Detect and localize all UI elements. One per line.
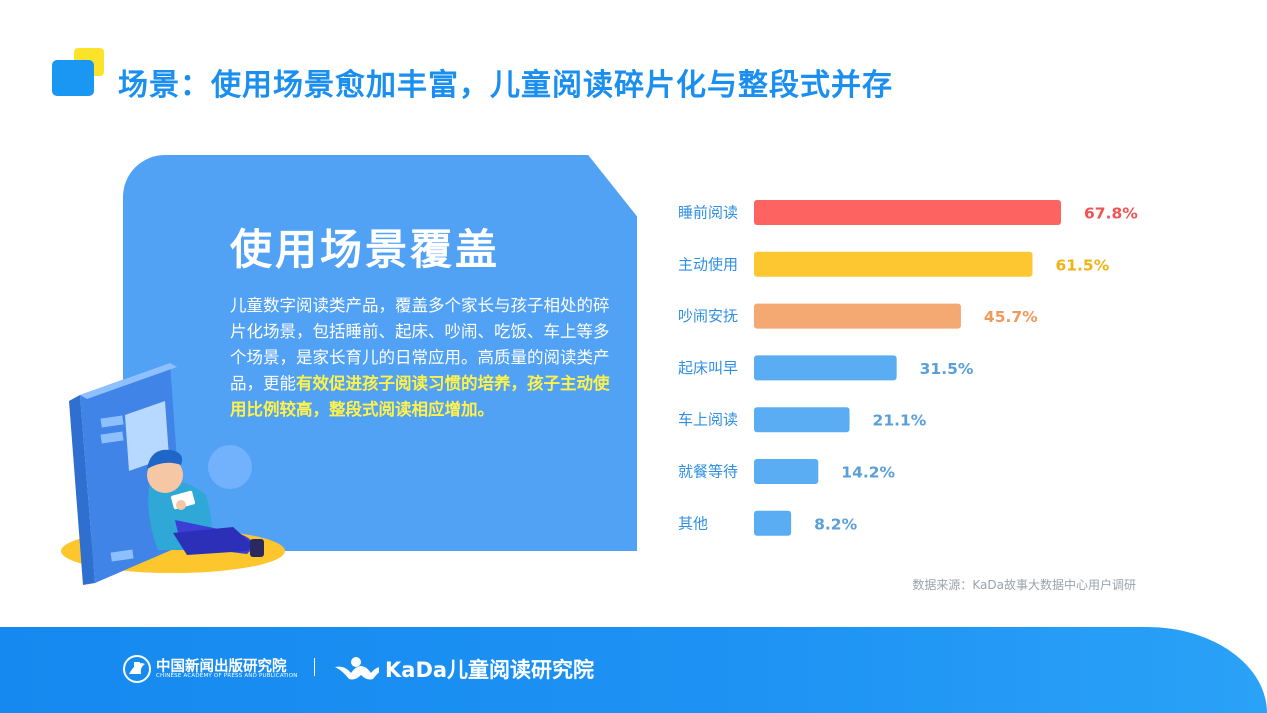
bar [754, 459, 819, 484]
value-label: 67.8% [1084, 205, 1138, 223]
value-label: 31.5% [920, 360, 974, 378]
bar [754, 510, 792, 536]
category-label: 就餐等待 [678, 463, 738, 481]
category-label: 其他 [678, 514, 708, 532]
press-academy-logo-icon [123, 655, 151, 683]
bar [754, 251, 1033, 277]
card-title: 使用场景覆盖 [230, 225, 501, 274]
bar-chart: 睡前阅读 67.8% 主动使用 61.5% 吵闹安抚 45.7% 起床叫早 31.5% 车上阅读… [678, 200, 1138, 536]
press-academy-name-en: CHINESE ACADEMY OF PRESS AND PUBLICATION [156, 673, 298, 679]
card-body-plain: 儿童数字阅读类产品，覆盖多个家长与孩子相处的碎片化场景，包括睡前、起床、吵闹、吃… [230, 296, 610, 393]
value-label: 14.2% [841, 464, 895, 482]
card-body: 儿童数字阅读类产品，覆盖多个家长与孩子相处的碎片化场景，包括睡前、起床、吵闹、吃… [230, 293, 610, 423]
page-title: 场景：使用场景愈加丰富，儿童阅读碎片化与整段式并存 [118, 68, 893, 103]
category-label: 车上阅读 [678, 411, 738, 429]
value-label: 45.7% [984, 308, 1038, 326]
value-label: 61.5% [1055, 256, 1109, 274]
header-squares-icon [52, 48, 106, 98]
press-academy-name: 中国新闻出版研究院 [156, 659, 287, 675]
reading-child-illustration [61, 363, 285, 585]
child-figure [147, 449, 264, 557]
category-label: 主动使用 [678, 255, 738, 273]
kada-logo-icon [335, 657, 379, 680]
bar [754, 200, 1061, 225]
card-body-highlight: 有效促进孩子阅读习惯的培养，孩子主动使用比例较高，整段式阅读相应增加。 [230, 374, 610, 419]
footer-separator [314, 658, 315, 676]
info-card [123, 155, 637, 551]
category-label: 睡前阅读 [678, 204, 738, 222]
bg-bubble [208, 445, 252, 489]
bar [754, 355, 897, 381]
footer-bar [0, 627, 1267, 713]
header-blue-square [52, 60, 94, 96]
data-source-note: 数据来源：KaDa故事大数据中心用户调研 [912, 578, 1136, 592]
category-label: 起床叫早 [678, 359, 738, 377]
bar [754, 407, 850, 433]
kada-institute-name: KaDa儿童阅读研究院 [385, 658, 595, 682]
bar [754, 303, 961, 329]
category-label: 吵闹安抚 [678, 307, 738, 325]
value-label: 21.1% [873, 412, 927, 430]
value-label: 8.2% [814, 515, 857, 533]
